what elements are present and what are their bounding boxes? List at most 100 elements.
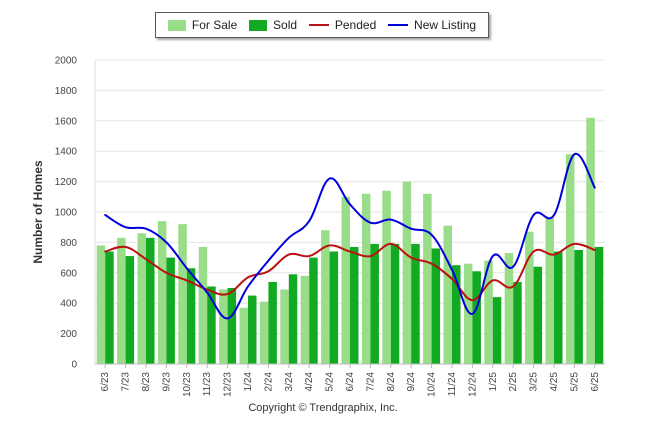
bar-for-sale [239,307,248,364]
bar-for-sale [341,196,350,364]
y-axis-title: Number of Homes [31,160,45,264]
x-tick-label: 11/24 [447,372,458,397]
x-tick-label: 9/24 [406,372,417,392]
lines [104,153,596,320]
bar-for-sale [382,190,391,364]
x-tick-labels: 6/23 7/23 8/23 9/23 10/23 11/23 12/23 1/24 2/24 3… [100,372,601,397]
legend-item-sold: Sold [249,18,297,32]
bar-sold [411,243,420,364]
bar-for-sale [157,221,167,364]
legend-swatch-sold [249,19,268,31]
legend-label-sold: Sold [273,18,298,32]
bar-for-sale [259,301,269,364]
bar-sold [227,288,237,364]
bar-sold [513,281,522,364]
bar-for-sale [321,230,330,364]
bar-sold [390,243,400,364]
bar-sold [268,281,277,364]
legend-item-for-sale: For Sale [167,18,237,32]
legend-item-pended: Pended [308,18,377,32]
x-tick-label: 7/24 [365,372,376,392]
bar-sold [472,271,481,364]
x-tick-label: 12/24 [467,372,478,397]
bar-sold [350,246,359,364]
bar-sold [309,257,318,364]
bar-for-sale [198,246,208,364]
y-tick-label: 600 [60,268,77,279]
x-tick-label: 3/24 [284,372,295,392]
bar-sold [574,250,583,364]
bar-for-sale [402,181,412,364]
y-tick-labels: 0 200 400 600 800 1000 1200 1400 1600 1800 2000 [55,56,78,371]
bar-sold [594,246,604,364]
x-tick-label: 3/25 [529,372,540,392]
bar-sold [288,274,298,364]
bar-for-sale [280,289,289,364]
bars [96,117,604,364]
x-tick-label: 4/25 [549,372,560,392]
bar-sold [431,248,441,364]
bar-sold [146,237,155,364]
y-tick-label: 200 [60,329,77,340]
x-tick-label: 8/23 [141,372,152,392]
x-tick-label: 6/24 [345,372,356,392]
bar-sold [329,251,339,364]
y-tick-label: 1200 [55,177,78,188]
bar-sold [105,251,114,364]
bar-for-sale [586,117,595,364]
y-tick-label: 1800 [55,86,78,97]
bar-sold [207,286,216,364]
legend-item-new-listing: New Listing [388,18,476,32]
bar-for-sale [504,253,514,364]
bar-for-sale [117,237,126,364]
bar-for-sale [484,260,493,364]
x-tick-label: 8/24 [386,372,397,392]
bar-for-sale [463,263,473,364]
line-pended [104,242,596,302]
bar-sold [452,265,461,364]
x-tick-label: 12/23 [223,372,234,397]
bar-sold [186,268,196,364]
y-tick-label: 1600 [55,116,78,127]
x-tick-label: 5/25 [569,372,580,392]
legend-swatch-new-listing [388,24,409,26]
bar-for-sale [219,289,228,364]
x-tick-label: 1/25 [488,372,499,392]
x-tick-label: 2/25 [508,372,519,392]
bar-for-sale [361,193,371,364]
x-tick-label: 10/24 [427,372,438,397]
x-tick-label: 10/23 [182,372,193,397]
x-tick-label: 11/23 [202,372,213,397]
bar-for-sale [178,224,187,364]
copyright: Copyright © Trendgraphix, Inc. [248,402,398,414]
bar-for-sale [565,154,575,364]
bar-for-sale [137,233,146,364]
y-tick-label: 1400 [55,147,78,158]
x-tick-label: 6/25 [590,372,601,392]
legend-swatch-for-sale [167,19,186,31]
x-tick-label: 2/24 [263,372,274,392]
legend-label-pended: Pended [334,18,377,32]
x-tick-label: 7/23 [121,372,132,392]
bar-sold [533,266,543,364]
bar-sold [166,257,175,364]
x-tick-label: 4/24 [304,372,315,392]
y-tick-label: 2000 [55,56,78,67]
legend-label-new-listing: New Listing [414,18,477,32]
x-tick-label: 6/23 [100,372,111,392]
x-tick-label: 9/23 [161,372,172,392]
bar-sold [125,256,135,364]
bar-for-sale [300,275,310,364]
bar-for-sale [96,245,106,364]
bar-sold [554,251,563,364]
bar-for-sale [525,231,534,364]
bar-for-sale [423,193,432,364]
bar-for-sale [545,218,554,364]
y-tick-label: 400 [60,299,77,310]
y-tick-label: 800 [60,238,77,249]
line-new-listing [104,153,596,320]
bar-sold [248,295,257,364]
axes [94,60,605,368]
y-tick-label: 0 [71,360,77,371]
